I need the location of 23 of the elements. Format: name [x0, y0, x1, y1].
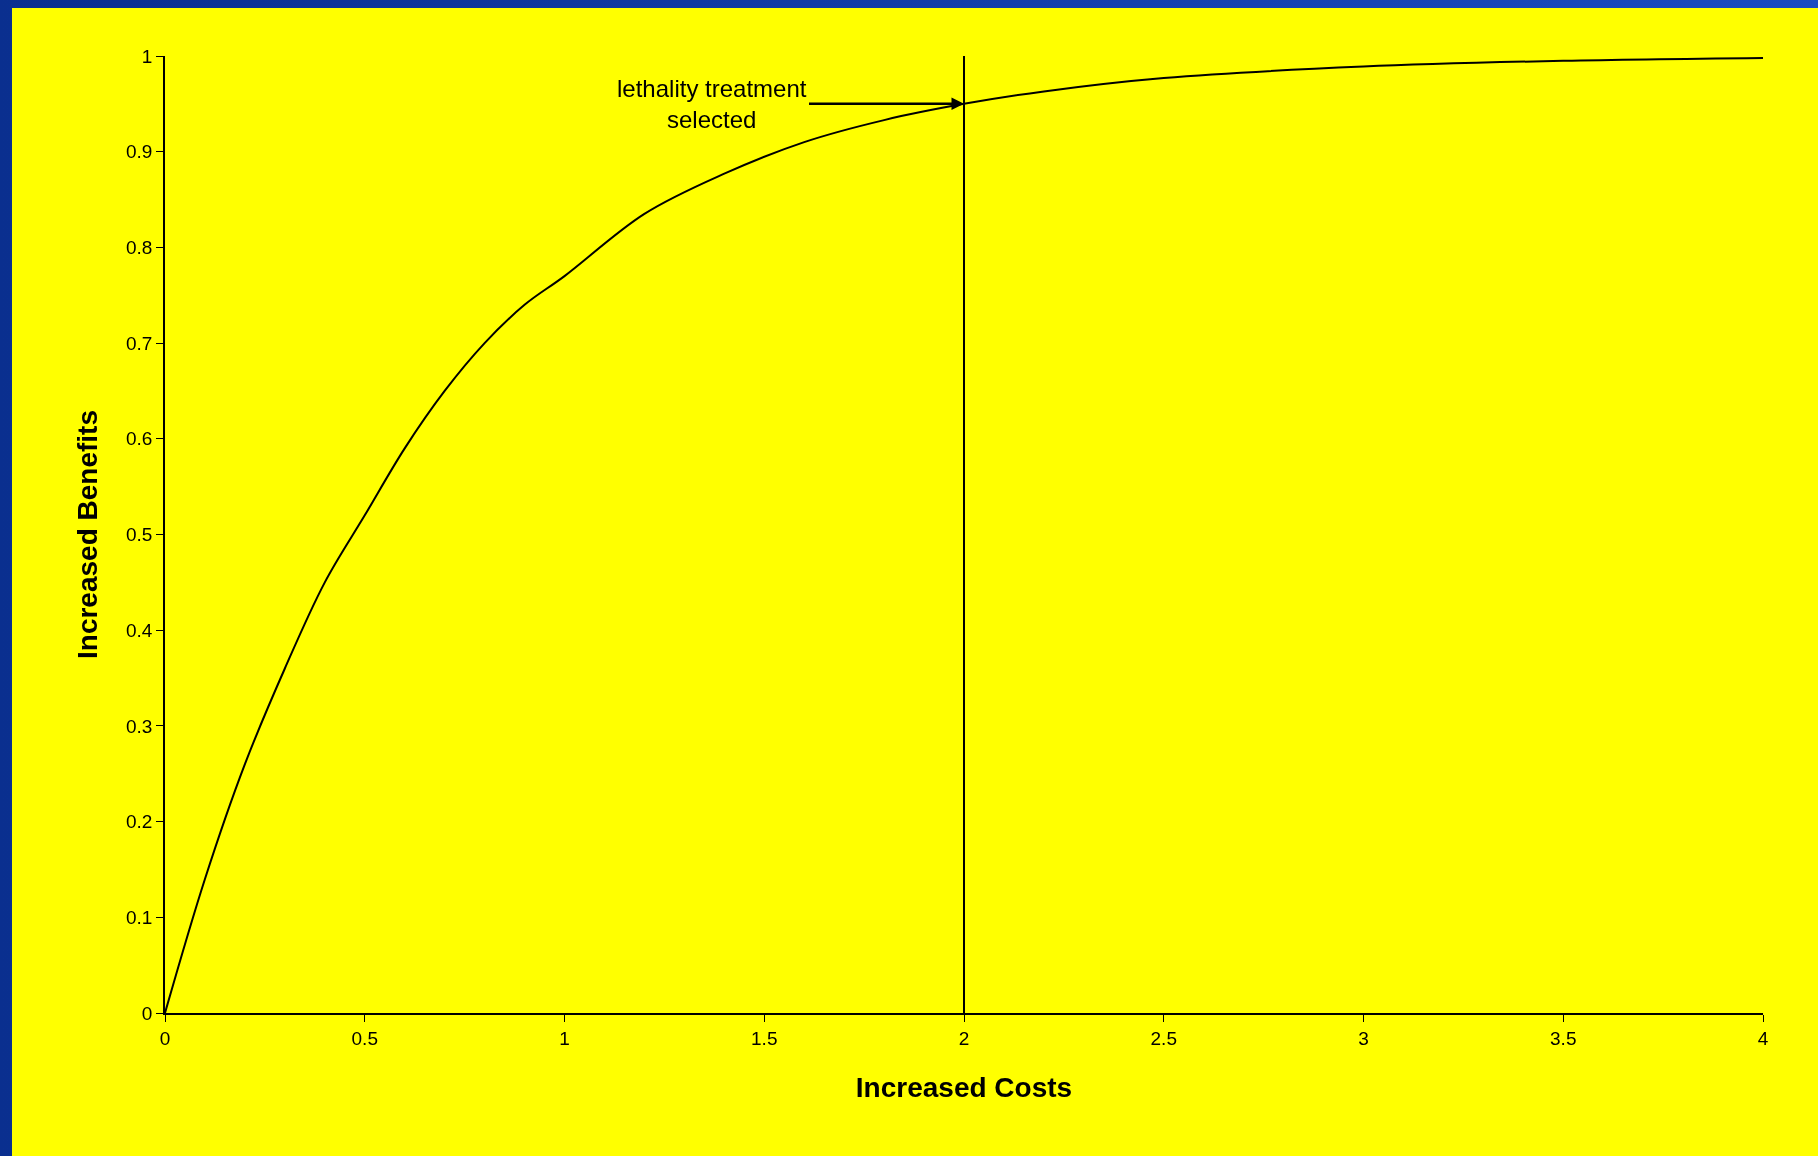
x-tick-label: 1.5 [751, 1027, 778, 1049]
y-tick-label: 1 [141, 45, 153, 67]
y-tick-label: 0.2 [126, 811, 153, 833]
x-tick-label: 3 [1358, 1027, 1369, 1049]
y-tick-label: 0.7 [126, 332, 153, 354]
y-tick-label: 0.6 [126, 428, 153, 450]
y-tick-label: 0 [141, 1002, 153, 1024]
y-tick-label: 0.9 [126, 141, 153, 163]
y-tick-label: 0.3 [126, 715, 153, 737]
x-tick-label: 2.5 [1150, 1027, 1177, 1049]
y-tick-label: 0.4 [126, 619, 153, 641]
annotation: lethality treatment selected [617, 75, 807, 134]
x-tick-label: 0.5 [351, 1027, 378, 1049]
y-axis-title: Increased Benefits [72, 410, 104, 659]
x-tick-label: 0 [159, 1027, 171, 1049]
x-tick-label: 4 [1757, 1027, 1769, 1049]
x-axis-title: Increased Costs [855, 1072, 1073, 1104]
y-tick-label: 0.8 [126, 237, 153, 259]
x-tick-label: 2 [958, 1027, 970, 1049]
x-tick-label: 3.5 [1550, 1027, 1577, 1049]
y-tick-label: 0.1 [126, 906, 153, 928]
y-tick-label: 0.5 [126, 524, 153, 546]
x-tick-label: 1 [559, 1027, 570, 1049]
